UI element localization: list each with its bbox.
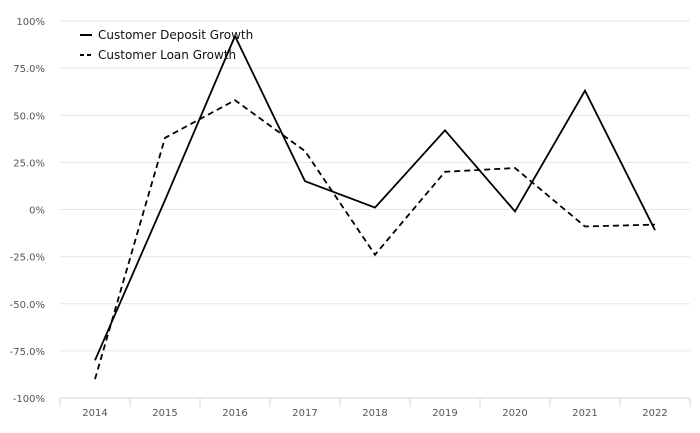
x-tick-label: 2020 [502, 408, 527, 419]
y-tick-label: -100% [13, 394, 45, 405]
y-axis: 100% 75.0% 50.0% 25.0% 0% -25.0% -50.0% -75.0% -… [10, 17, 45, 405]
x-tick-label: 2022 [642, 408, 667, 419]
legend: Customer Deposit Growth Customer Loan Gro… [80, 28, 253, 62]
y-tick-label: -75.0% [10, 347, 45, 358]
gridlines [60, 20, 690, 399]
x-tick-label: 2014 [82, 408, 107, 419]
y-tick-label: 0% [29, 206, 45, 217]
y-tick-label: -25.0% [10, 253, 45, 264]
legend-label: Customer Loan Growth [98, 48, 236, 62]
y-tick-label: -50.0% [10, 300, 45, 311]
y-tick-label: 100% [16, 17, 45, 28]
legend-label: Customer Deposit Growth [98, 28, 253, 42]
plot-area [94, 33, 656, 380]
x-tick-label: 2015 [152, 408, 177, 419]
y-tick-label: 50.0% [13, 111, 45, 122]
y-tick-label: 75.0% [13, 64, 45, 75]
x-axis: 2014 2015 2016 2017 2018 2019 2020 2021 2022 [59, 397, 691, 419]
series-line-deposit-growth [94, 33, 656, 361]
x-tick-label: 2017 [292, 408, 317, 419]
x-tick-label: 2018 [362, 408, 387, 419]
x-tick-label: 2019 [432, 408, 457, 419]
x-tick-label: 2016 [222, 408, 247, 419]
x-tick-label: 2021 [572, 408, 597, 419]
series-line-loan-growth [94, 99, 656, 380]
y-tick-label: 25.0% [13, 158, 45, 169]
